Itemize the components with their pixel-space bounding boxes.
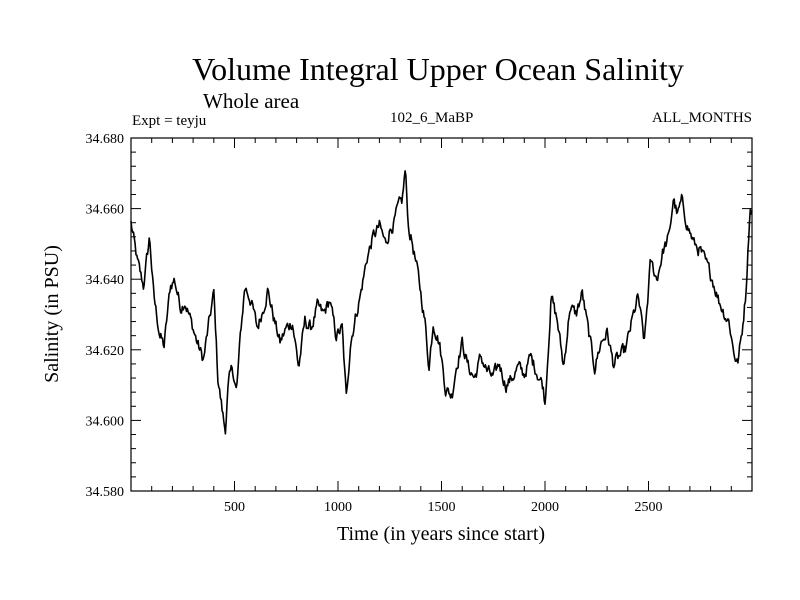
y-tick-label: 34.580 (86, 485, 125, 500)
y-tick-label: 34.620 (86, 344, 125, 359)
x-tick-label: 500 (224, 500, 245, 515)
x-tick-label: 1000 (324, 500, 352, 515)
y-tick-label: 34.680 (86, 132, 125, 147)
experiment-label: Expt = teyju (132, 113, 207, 129)
x-axis-label: Time (in years since start) (337, 523, 545, 545)
axis-ticks: 500 1000 1500 2000 2500 34.580 34.600 34.620 34.… (86, 132, 752, 515)
x-tick-label: 1500 (428, 500, 456, 515)
y-tick-label: 34.640 (86, 273, 125, 288)
series-line-salinity (130, 170, 753, 435)
period-label: 102_6_MaBP (390, 110, 473, 126)
chart-title: Volume Integral Upper Ocean Salinity (192, 51, 684, 87)
chart-subtitle: Whole area (203, 89, 300, 113)
y-tick-label: 34.600 (86, 414, 125, 429)
y-axis-label: Salinity (in PSU) (41, 245, 63, 383)
x-tick-label: 2000 (531, 500, 559, 515)
y-tick-label: 34.660 (86, 203, 125, 218)
x-tick-label: 2500 (635, 500, 663, 515)
months-label: ALL_MONTHS (652, 110, 752, 126)
plot-frame (130, 137, 753, 492)
series-layer (130, 170, 753, 435)
